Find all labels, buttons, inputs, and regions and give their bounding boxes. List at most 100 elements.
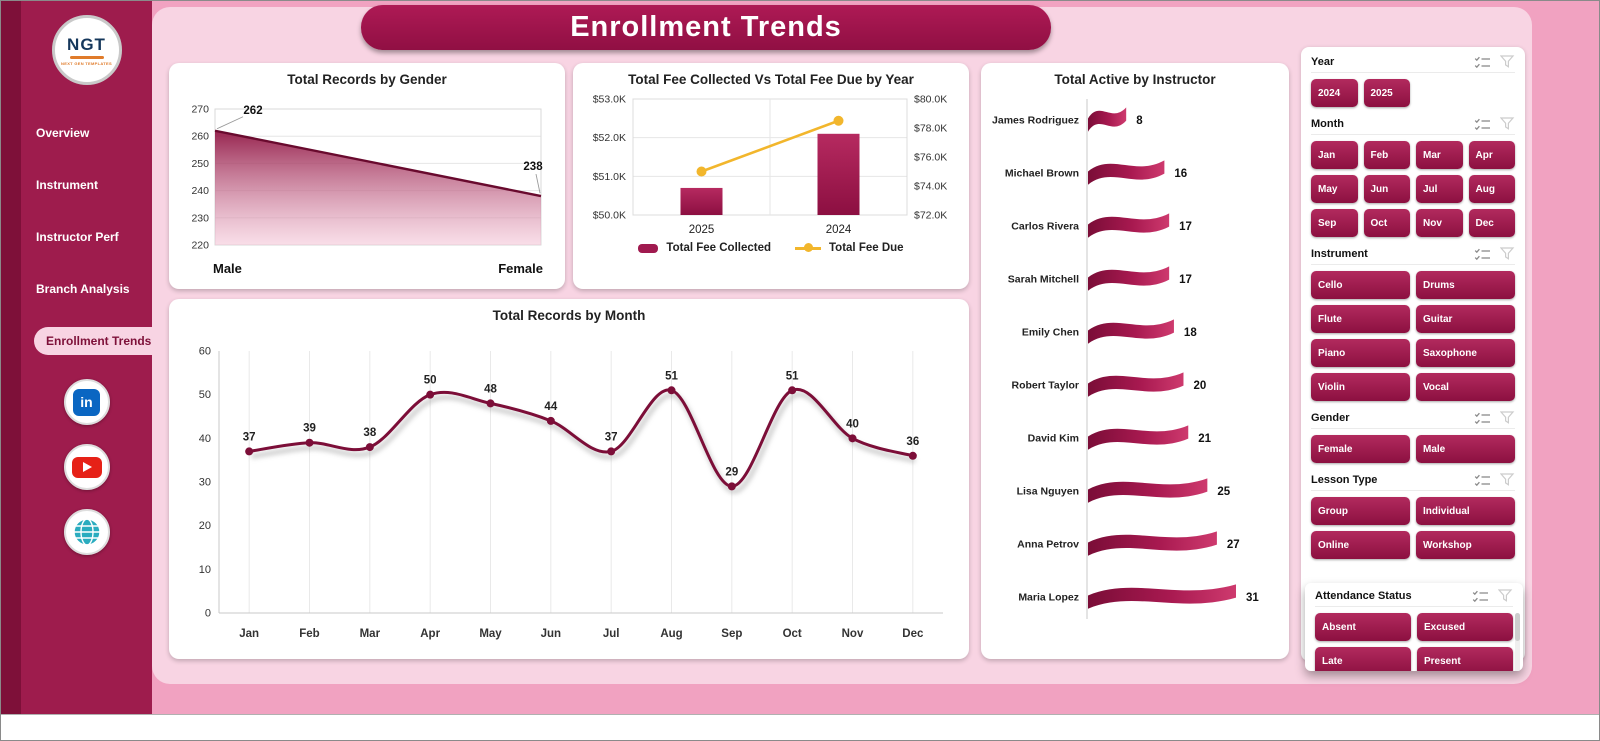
clear-filter-icon[interactable] <box>1500 55 1515 69</box>
filter-option-individual[interactable]: Individual <box>1416 497 1515 525</box>
filter-options: Jan Feb Mar Apr May Jun Jul Aug Sep Oct Nov Dec <box>1311 141 1515 237</box>
filter-option-group[interactable]: Group <box>1311 497 1410 525</box>
filter-option-may[interactable]: May <box>1311 175 1358 203</box>
filter-option-oct[interactable]: Oct <box>1363 209 1410 237</box>
filter-option-piano[interactable]: Piano <box>1311 339 1410 367</box>
svg-text:Dec: Dec <box>902 628 924 640</box>
social-links: in <box>21 379 152 555</box>
svg-text:Male: Male <box>213 261 242 276</box>
chart-title-fee: Total Fee Collected Vs Total Fee Due by … <box>628 72 914 87</box>
clear-filter-icon[interactable] <box>1500 117 1515 131</box>
multi-select-icon[interactable] <box>1474 248 1491 261</box>
svg-text:Anna Petrov: Anna Petrov <box>1017 539 1079 551</box>
month-line-chart[interactable]: 0 10 20 30 40 50 60 37 39 38 50 48 44 37 51 29 51 40 36 Jan… <box>177 327 961 649</box>
filter-option-violin[interactable]: Violin <box>1311 373 1410 401</box>
svg-text:51: 51 <box>665 371 678 383</box>
filter-option-cello[interactable]: Cello <box>1311 271 1410 299</box>
multi-select-icon[interactable] <box>1474 412 1491 425</box>
svg-text:50: 50 <box>424 375 437 387</box>
clear-filter-icon[interactable] <box>1498 589 1513 603</box>
sidebar-item-branch-analysis[interactable]: Branch Analysis <box>36 282 130 296</box>
logo-swoosh <box>69 55 104 59</box>
sidebar-item-overview[interactable]: Overview <box>36 126 90 140</box>
svg-text:Emily Chen: Emily Chen <box>1022 327 1079 339</box>
svg-text:16: 16 <box>1174 168 1187 180</box>
filter-option-absent[interactable]: Absent <box>1315 613 1411 641</box>
sidebar-item-enrollment-trends[interactable]: Enrollment Trends <box>34 327 152 355</box>
multi-select-icon[interactable] <box>1474 118 1491 131</box>
filter-option-2025[interactable]: 2025 <box>1363 79 1410 107</box>
filter-option-sep[interactable]: Sep <box>1311 209 1358 237</box>
filter-option-jul[interactable]: Jul <box>1416 175 1463 203</box>
svg-text:$74.0K: $74.0K <box>914 181 947 193</box>
clear-filter-icon[interactable] <box>1500 473 1515 487</box>
instructor-ribbon-chart[interactable]: James Rodriguez 8 Michael Brown 16 Carlos Ri… <box>989 91 1281 647</box>
youtube-icon[interactable] <box>63 444 110 490</box>
filter-option-jun[interactable]: Jun <box>1363 175 1410 203</box>
filter-option-2024[interactable]: 2024 <box>1311 79 1358 107</box>
clear-filter-icon[interactable] <box>1500 411 1515 425</box>
filter-option-vocal[interactable]: Vocal <box>1416 373 1515 401</box>
gender-area-chart[interactable]: 220 230 240 250 260 270 262 238 Male Female <box>177 91 557 283</box>
filter-option-apr[interactable]: Apr <box>1468 141 1515 169</box>
filter-option-flute[interactable]: Flute <box>1311 305 1410 333</box>
filter-option-drums[interactable]: Drums <box>1416 271 1515 299</box>
filter-option-feb[interactable]: Feb <box>1363 141 1410 169</box>
svg-text:18: 18 <box>1184 327 1197 339</box>
svg-text:25: 25 <box>1217 486 1230 498</box>
svg-text:37: 37 <box>243 432 256 444</box>
filter-options: 2024 2025 <box>1311 79 1515 107</box>
chart-title-gender: Total Records by Gender <box>287 72 447 87</box>
filter-option-aug[interactable]: Aug <box>1468 175 1515 203</box>
filter-title-month: Month <box>1311 118 1344 130</box>
svg-text:29: 29 <box>725 467 738 479</box>
filter-options: Group Individual Online Workshop <box>1311 497 1515 559</box>
legend-label-collected: Total Fee Collected <box>666 242 772 255</box>
multi-select-icon[interactable] <box>1474 56 1491 69</box>
legend-bar-swatch <box>638 243 659 253</box>
filter-option-online[interactable]: Online <box>1311 531 1410 559</box>
svg-text:262: 262 <box>243 105 262 117</box>
clear-filter-icon[interactable] <box>1500 247 1515 261</box>
sidebar-item-instrument[interactable]: Instrument <box>36 178 99 192</box>
filter-option-nov[interactable]: Nov <box>1416 209 1463 237</box>
filter-option-male[interactable]: Male <box>1416 435 1515 463</box>
fee-combo-chart[interactable]: $53.0K $52.0K $51.0K $50.0K $80.0K $78.0K $76.… <box>581 91 961 241</box>
globe-glyph <box>72 518 101 546</box>
svg-text:31: 31 <box>1246 592 1259 604</box>
svg-text:$53.0K: $53.0K <box>593 94 626 106</box>
scrollbar[interactable] <box>1515 613 1520 671</box>
svg-text:Apr: Apr <box>420 628 440 640</box>
filter-option-mar[interactable]: Mar <box>1416 141 1463 169</box>
linkedin-icon[interactable]: in <box>63 379 110 425</box>
svg-text:Jul: Jul <box>603 628 620 640</box>
svg-text:20: 20 <box>199 520 211 532</box>
filter-option-guitar[interactable]: Guitar <box>1416 305 1515 333</box>
filter-title-gender: Gender <box>1311 412 1350 424</box>
filter-option-jan[interactable]: Jan <box>1311 141 1358 169</box>
multi-select-icon[interactable] <box>1474 474 1491 487</box>
filter-option-excused[interactable]: Excused <box>1417 613 1513 641</box>
chart-title-instructor: Total Active by Instructor <box>1054 72 1216 87</box>
filter-option-saxophone[interactable]: Saxophone <box>1416 339 1515 367</box>
filter-option-female[interactable]: Female <box>1311 435 1410 463</box>
filter-option-dec[interactable]: Dec <box>1468 209 1515 237</box>
multi-select-icon[interactable] <box>1472 590 1489 603</box>
svg-text:27: 27 <box>1227 539 1240 551</box>
svg-text:51: 51 <box>786 371 799 383</box>
sidebar-item-instructor-perf[interactable]: Instructor Perf <box>36 230 119 244</box>
filter-option-workshop[interactable]: Workshop <box>1416 531 1515 559</box>
filter-option-late[interactable]: Late <box>1315 647 1411 671</box>
filter-option-present[interactable]: Present <box>1417 647 1513 671</box>
ngt-logo: NGT NEXT GEN TEMPLATES <box>51 15 122 85</box>
chart-card-gender: Total Records by Gender 220 230 240 250 260 2… <box>169 63 565 289</box>
attendance-filter-card: Attendance Status Absent Excused Late Presen… <box>1305 583 1523 671</box>
svg-text:David Kim: David Kim <box>1028 433 1079 445</box>
svg-text:$50.0K: $50.0K <box>593 210 626 222</box>
filter-header: Instrument <box>1311 247 1515 265</box>
svg-text:$72.0K: $72.0K <box>914 210 947 222</box>
website-icon[interactable] <box>63 509 110 555</box>
page-title: Enrollment Trends <box>361 5 1051 50</box>
bottom-bar <box>1 714 1599 740</box>
svg-text:50: 50 <box>199 389 211 401</box>
